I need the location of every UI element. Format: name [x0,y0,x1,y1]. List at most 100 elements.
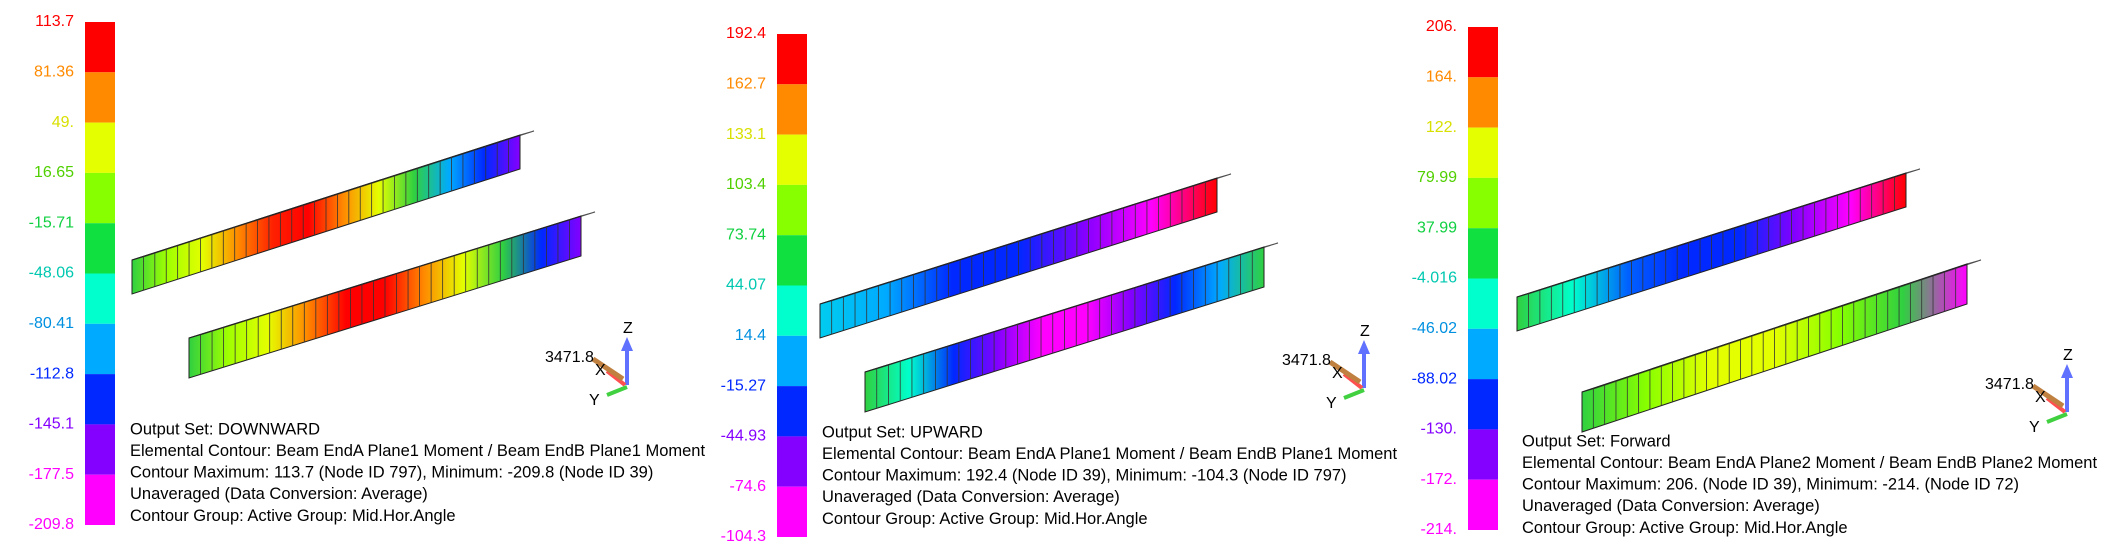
legend-label: 44.07 [726,277,766,294]
legend-band [777,285,807,336]
legend-band [777,134,807,185]
legend-band [777,386,807,437]
triad-y-label: Y [589,392,600,409]
legend-band [85,424,115,475]
legend-label: -104.3 [721,528,766,545]
beam-flange [864,242,1279,373]
legend-band [1468,429,1498,480]
panel: 206. 164. 122. 79.99 37.99 -4.016 -46.02 -88.02… [1412,18,2098,538]
info-line: Unaveraged (Data Conversion: Average) [130,485,428,503]
legend-band [1468,278,1498,329]
legend-band [1468,177,1498,229]
triad-x-label: X [595,362,606,379]
triad-y [2046,412,2068,424]
info-line: Contour Group: Active Group: Mid.Hor.Ang… [1522,519,1848,537]
beam-flange [1516,168,1921,298]
info-line: Contour Group: Active Group: Mid.Hor.Ang… [130,507,456,525]
panel: 113.7 81.36 49. 16.65 -15.71 -48.06 -80.41 -112… [29,13,706,533]
legend-band [777,436,807,487]
legend-label: -15.71 [29,214,74,231]
triad-z-head [621,337,633,351]
triad-node [591,356,625,382]
legend-band [1468,77,1498,128]
legend-band [85,223,115,274]
legend-label: 81.36 [34,64,74,81]
legend-label: -145.1 [29,416,74,433]
legend-label: -15.27 [721,377,766,394]
info-line: Output Set: DOWNWARD [130,420,320,438]
legend-band [85,22,115,73]
legend-band [777,34,807,85]
triad-y [606,385,628,397]
info-line: Elemental Contour: Beam EndA Plane1 Mome… [822,445,1397,463]
legend-label: -112.8 [30,365,74,382]
legend-band [777,184,807,236]
legend-band [1468,479,1498,530]
legend-label: -130. [1421,421,1457,438]
legend-label: 73.74 [726,226,766,243]
info-line: Unaveraged (Data Conversion: Average) [1522,497,1820,515]
info-line: Unaveraged (Data Conversion: Average) [822,488,1120,506]
triad: 3471.8XY Z [1282,323,1370,412]
legend-label: -88.02 [1412,370,1457,387]
legend-label: 37.99 [1417,219,1457,236]
triad-y-label: Y [2029,419,2040,436]
legend-label: 16.65 [34,164,74,181]
legend-label: 206. [1426,18,1457,35]
info-line: Elemental Contour: Beam EndA Plane1 Mome… [130,442,705,460]
legend-label: -46.02 [1412,320,1457,337]
legend-label: 133.1 [726,126,766,143]
legend-label: 79.99 [1417,169,1457,186]
info-line: Contour Maximum: 206. (Node ID 39), Mini… [1522,476,2019,494]
triad: 3471.8XY Z [545,320,633,409]
legend-label: -74.6 [730,478,767,495]
info-line: Contour Maximum: 113.7 (Node ID 797), Mi… [130,464,653,482]
legend-label: -80.41 [29,315,74,332]
triad-node [2031,383,2065,409]
info-line: Contour Maximum: 192.4 (Node ID 39), Min… [822,467,1347,485]
legend-band [777,235,807,286]
legend-band [85,474,115,525]
legend-label: 49. [52,114,74,131]
legend-band [777,84,807,135]
legend-label: -214. [1421,521,1457,538]
beam-flange [188,211,596,339]
legend-band [1468,228,1498,279]
legend-band [85,72,115,123]
triad-x-label: X [1332,365,1343,382]
triad-z-label: Z [623,320,633,337]
legend-label: 113.7 [35,13,74,30]
legend-band [85,374,115,425]
legend-label: -177.5 [29,466,74,483]
legend-label: -44.93 [721,428,766,445]
triad-z-head [2061,364,2073,378]
legend-label: -48.06 [29,265,74,282]
legend-band [1468,127,1498,178]
legend-label: -172. [1421,471,1457,488]
info-line: Output Set: Forward [1522,432,1671,450]
legend-label: -209.8 [29,516,74,533]
legend-label: 192.4 [726,25,766,42]
beam-flange [131,130,535,261]
triad-z-label: Z [1360,323,1370,340]
triad-node [1328,359,1362,385]
legend-band [777,335,807,387]
triad-y [1343,388,1365,400]
beam-flange [819,173,1232,305]
triad: 3471.8XY Z [1985,347,2073,436]
triad-value: 3471.8 [545,349,594,366]
legend-label: 103.4 [726,176,766,193]
info-line: Output Set: UPWARD [822,423,983,441]
legend-band [85,122,115,173]
triad-value: 3471.8 [1282,352,1331,369]
beam-flange [1581,259,1982,393]
legend-band [85,323,115,375]
legend-label: 122. [1426,119,1457,136]
legend-band [1468,379,1498,430]
legend-label: -4.016 [1412,270,1457,287]
triad-x-label: X [2035,389,2046,406]
legend-band [777,486,807,537]
info-line: Elemental Contour: Beam EndA Plane2 Mome… [1522,454,2097,472]
triad-y-label: Y [1326,395,1337,412]
